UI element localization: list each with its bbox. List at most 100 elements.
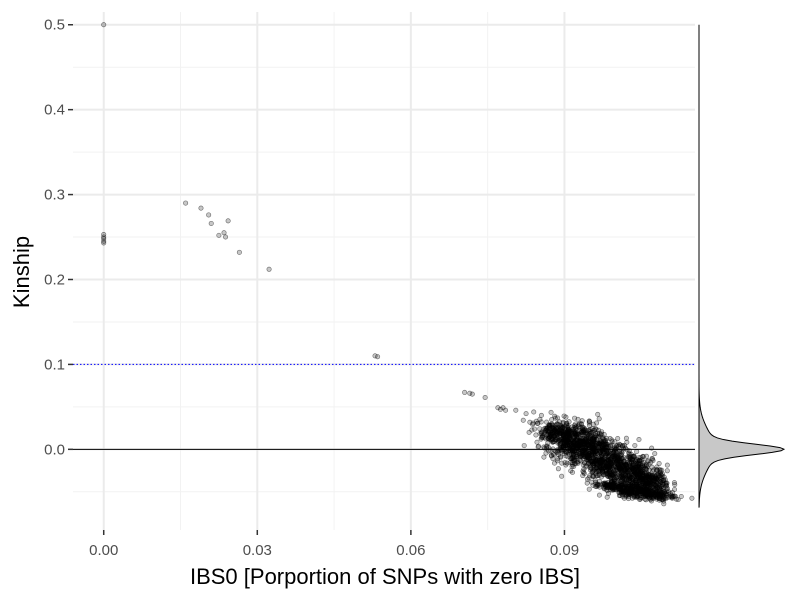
data-point: [539, 429, 545, 435]
data-point: [642, 496, 648, 502]
data-point: [503, 407, 509, 413]
y-tick-label: 0.2: [44, 271, 65, 288]
data-point: [580, 468, 586, 474]
data-point: [578, 440, 584, 446]
data-point: [569, 424, 575, 430]
data-point: [554, 458, 560, 464]
data-point: [574, 445, 580, 451]
data-point: [631, 493, 637, 499]
data-point: [604, 458, 610, 464]
data-point: [563, 414, 569, 420]
data-point: [595, 466, 601, 472]
y-tick-labels: 0.0 0.1 0.2 0.3 0.4 0.5: [44, 17, 73, 458]
data-point: [585, 438, 591, 444]
data-point: [649, 464, 655, 470]
data-point: [633, 477, 639, 483]
x-tick-labels: 0.00 0.03 0.06 0.09: [89, 530, 579, 559]
data-point: [656, 461, 662, 467]
data-point: [208, 220, 214, 226]
x-tick-label: 0.03: [243, 542, 272, 559]
data-point: [672, 487, 678, 493]
data-point: [551, 432, 557, 438]
data-point: [571, 458, 577, 464]
data-point: [538, 412, 544, 418]
data-point: [183, 200, 189, 206]
data-point: [526, 429, 532, 435]
data-point: [266, 266, 272, 272]
data-point: [547, 435, 553, 441]
data-point: [579, 418, 585, 424]
data-point: [591, 437, 597, 443]
data-point: [596, 458, 602, 464]
data-point: [564, 434, 570, 440]
data-point: [619, 444, 625, 450]
data-point: [614, 459, 620, 465]
data-point: [587, 473, 593, 479]
data-point: [645, 472, 651, 478]
data-point: [630, 465, 636, 471]
data-point: [555, 466, 561, 472]
data-point: [593, 432, 599, 438]
data-point: [606, 466, 612, 472]
points: [101, 22, 695, 507]
data-point: [626, 450, 632, 456]
y-tick-label: 0.4: [44, 102, 65, 119]
data-point: [586, 486, 592, 492]
data-point: [607, 458, 613, 464]
data-point: [649, 495, 655, 501]
y-tick-label: 0.0: [44, 441, 65, 458]
data-point: [620, 482, 626, 488]
data-point: [612, 439, 618, 445]
data-point: [597, 484, 603, 490]
data-point: [462, 389, 468, 395]
data-point: [564, 422, 570, 428]
data-point: [556, 437, 562, 443]
data-point: [531, 409, 537, 415]
data-point: [625, 481, 631, 487]
data-point: [664, 468, 670, 474]
data-point: [567, 446, 573, 452]
data-point: [569, 469, 575, 475]
kinship-density-curve: [698, 24, 786, 508]
data-point: [527, 419, 533, 425]
data-point: [626, 490, 632, 496]
data-point: [615, 436, 621, 442]
data-point: [620, 490, 626, 496]
data-point: [520, 417, 526, 423]
y-tick-label: 0.3: [44, 187, 65, 204]
data-point: [559, 447, 565, 453]
data-point: [221, 230, 227, 236]
data-point: [623, 435, 629, 441]
data-point: [657, 467, 663, 473]
data-point: [605, 443, 611, 449]
data-point: [587, 434, 593, 440]
data-point: [223, 234, 229, 240]
data-point: [605, 447, 611, 453]
data-point: [570, 449, 576, 455]
data-point: [649, 445, 655, 451]
data-point: [628, 474, 634, 480]
data-point: [206, 212, 212, 218]
data-point: [565, 454, 571, 460]
data-point: [649, 456, 655, 462]
data-point: [665, 486, 671, 492]
data-point: [582, 431, 588, 437]
data-point: [596, 416, 602, 422]
data-point: [582, 449, 588, 455]
data-point: [538, 435, 544, 441]
data-point: [615, 482, 621, 488]
data-point: [541, 454, 547, 460]
data-point: [592, 449, 598, 455]
data-point: [564, 460, 570, 466]
data-point: [643, 466, 649, 472]
data-point: [660, 481, 666, 487]
data-point: [586, 418, 592, 424]
data-point: [596, 427, 602, 433]
data-point: [632, 442, 638, 448]
data-point: [595, 411, 601, 417]
data-point: [610, 454, 616, 460]
data-point: [624, 439, 630, 445]
data-point: [572, 415, 578, 421]
data-point: [568, 444, 574, 450]
data-point: [546, 445, 552, 451]
